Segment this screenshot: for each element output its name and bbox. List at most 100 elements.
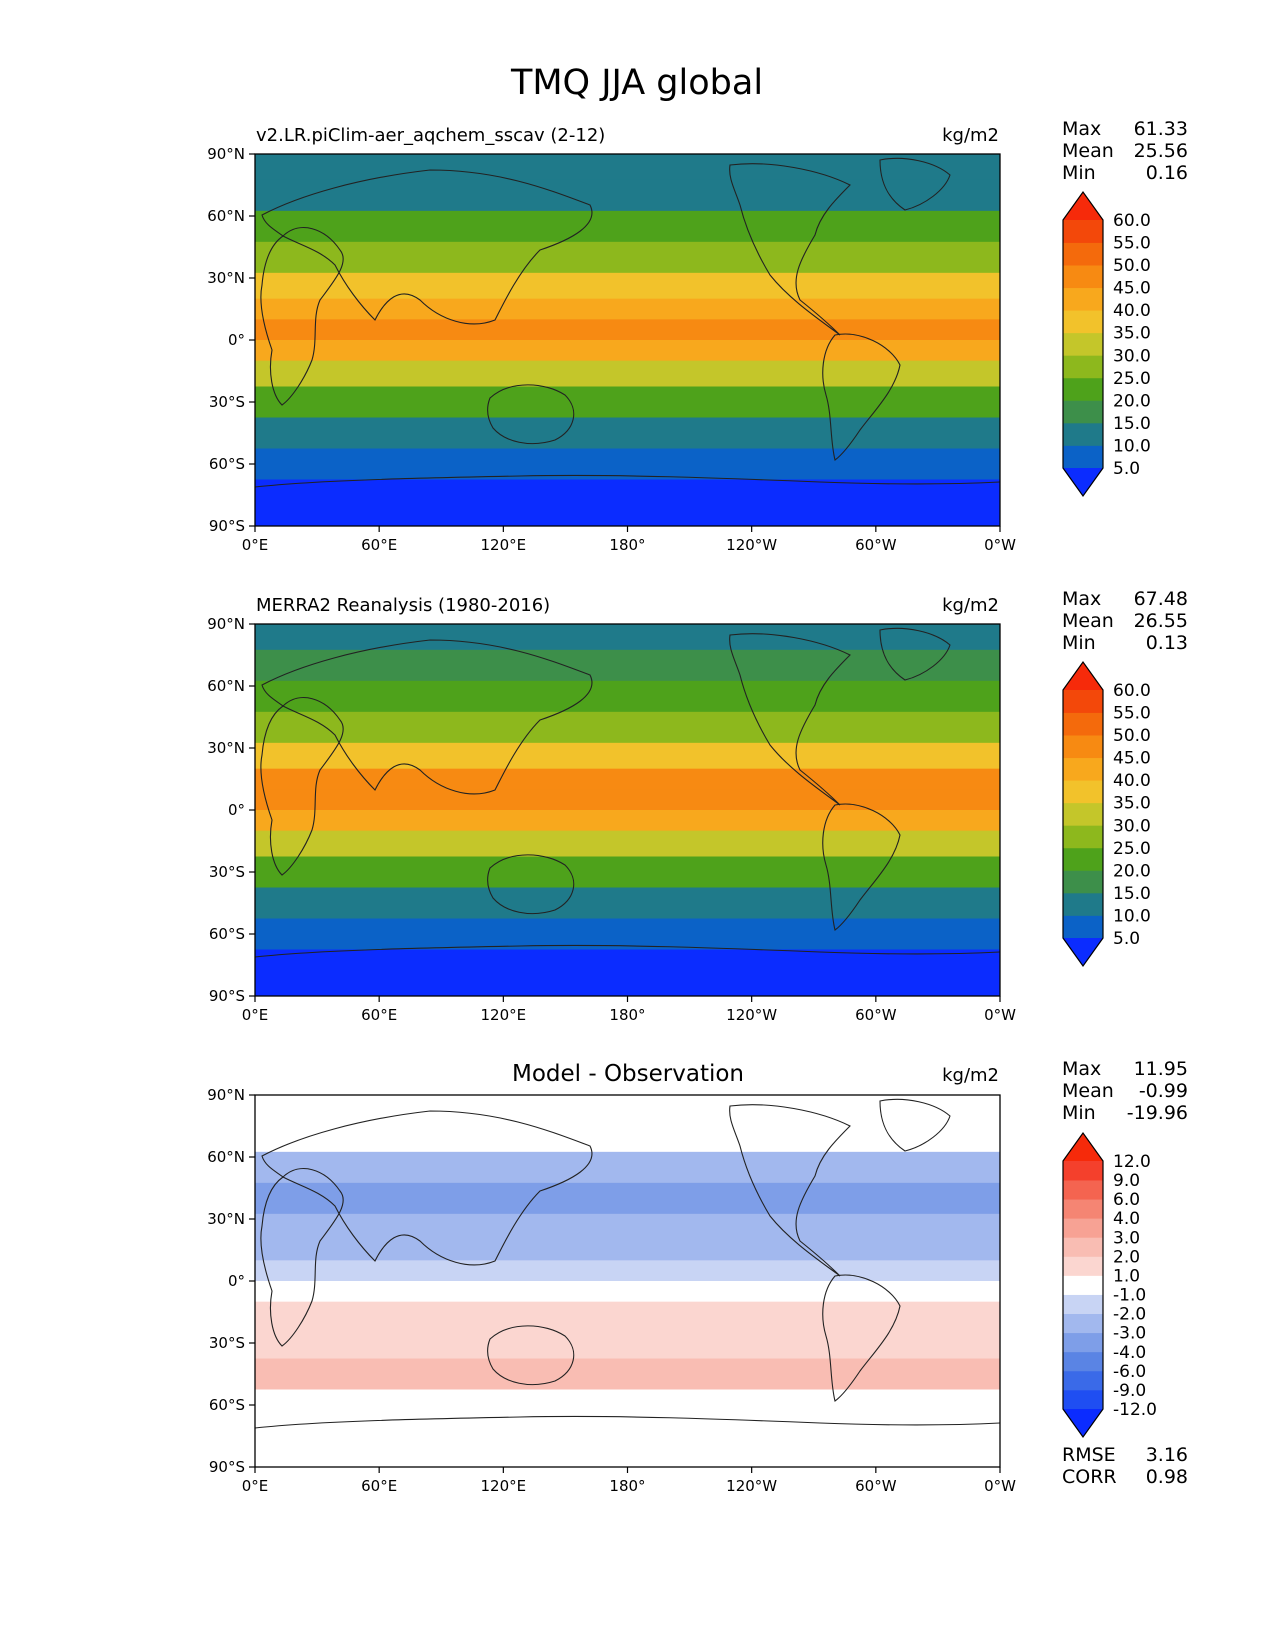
coastline-south-america: [822, 803, 901, 931]
coastlines: [255, 157, 1000, 488]
coastline-north-america: [729, 633, 851, 806]
y-tick-label: 30°N: [207, 269, 245, 287]
colorbar-segment: [1063, 332, 1103, 356]
coastline-north-america: [729, 163, 851, 336]
colorbar-extend-max: [1063, 1133, 1103, 1161]
y-tick-label: 60°N: [207, 1148, 245, 1166]
y-tick-label: 0°: [228, 801, 245, 819]
colorbar-label: 40.0: [1113, 301, 1151, 321]
colorbar-outline: [1062, 660, 1104, 968]
zonal-band: [255, 949, 1000, 996]
zonal-band: [255, 417, 1000, 449]
panel-units: kg/m2: [942, 125, 999, 146]
colorbar-segment: [1063, 355, 1103, 379]
coastline-africa: [260, 1168, 344, 1347]
zonal-band: [255, 810, 1000, 832]
stat-value: 0.16: [1146, 162, 1188, 184]
coastline-antarctica: [255, 944, 1000, 958]
zonal-band: [255, 830, 1000, 857]
stat-label: Max: [1062, 588, 1101, 610]
zonal-band: [255, 241, 1000, 274]
colorbar-label: 40.0: [1113, 771, 1151, 791]
x-tick-label: 180°: [609, 536, 645, 554]
colorbar-label: 12.0: [1113, 1152, 1151, 1172]
stats-block: Max 11.95 Mean -0.99 Min -19.96 RMSE 3.1…: [1062, 1058, 1188, 1488]
x-axis: 0°E 60°E 120°E 180° 120°W 60°W 0°W: [242, 1467, 1016, 1495]
colorbar-label: 10.0: [1113, 906, 1151, 926]
y-tick-label: 90°N: [207, 615, 245, 633]
colorbar-segment: [1063, 870, 1103, 894]
x-tick-label: 120°W: [726, 1006, 777, 1024]
stat-value: 0.98: [1146, 1466, 1188, 1488]
colorbar-label: -4.0: [1113, 1343, 1146, 1363]
x-tick-label: 60°W: [855, 1006, 897, 1024]
coastline-africa: [260, 697, 344, 876]
zonal-band: [255, 319, 1000, 341]
x-tick-label: 0°W: [984, 1477, 1016, 1495]
coastline-greenland: [879, 157, 951, 211]
zonal-band: [255, 887, 1000, 919]
x-tick-label: 180°: [609, 1006, 645, 1024]
colorbar-label: -1.0: [1113, 1286, 1146, 1306]
colorbar-segment: [1063, 1370, 1103, 1391]
colorbar-segment: [1063, 825, 1103, 849]
y-tick-label: 30°S: [209, 393, 245, 411]
stat-value: 11.95: [1134, 1058, 1188, 1080]
colorbar-segment: [1063, 1313, 1103, 1334]
colorbar-label: -12.0: [1113, 1400, 1157, 1420]
colorbar-segment: [1063, 915, 1103, 939]
colorbar-outline: [1062, 190, 1104, 498]
colorbar-label: 2.0: [1113, 1247, 1140, 1267]
zonal-band: [255, 680, 1000, 713]
zonal-band: [255, 856, 1000, 888]
zonal-band: [255, 1281, 1000, 1303]
colorbar-label: 5.0: [1113, 459, 1140, 479]
colorbar-outline: [1062, 1131, 1104, 1439]
colorbar-label: 45.0: [1113, 279, 1151, 299]
colorbar-segment: [1063, 712, 1103, 736]
y-axis: 90°N 60°N 30°N 0° 30°S 60°S 90°S: [207, 1086, 255, 1476]
panel-units: kg/m2: [942, 1065, 999, 1086]
colorbar-label: -6.0: [1113, 1362, 1146, 1382]
zonal-band: [255, 1213, 1000, 1241]
figure-title: TMQ JJA global: [510, 63, 763, 103]
colorbar-segment: [1063, 310, 1103, 334]
colorbar-label: 30.0: [1113, 816, 1151, 836]
x-tick-label: 0°E: [242, 1006, 269, 1024]
colorbar-label: 55.0: [1113, 704, 1151, 724]
colorbar-label: 60.0: [1113, 211, 1151, 231]
colorbar-label: -2.0: [1113, 1305, 1146, 1325]
x-tick-label: 0°E: [242, 1477, 269, 1495]
y-tick-label: 30°N: [207, 1210, 245, 1228]
stat-value: 25.56: [1134, 140, 1188, 162]
stat-value: 61.33: [1134, 118, 1188, 140]
coastline-antarctica: [255, 474, 1000, 488]
colorbar-label: -3.0: [1113, 1324, 1146, 1344]
coastline-australia: [487, 384, 575, 445]
zonal-band: [255, 1389, 1000, 1421]
y-tick-label: 60°S: [209, 1396, 245, 1414]
stat-value: 3.16: [1146, 1444, 1188, 1466]
zonal-band: [255, 386, 1000, 418]
zonal-band: [255, 1420, 1000, 1467]
coastline-north-america: [729, 1104, 851, 1277]
colorbar-segment: [1063, 780, 1103, 804]
stat-label: RMSE: [1062, 1444, 1116, 1466]
x-tick-label: 0°W: [984, 1006, 1016, 1024]
colorbar-segment: [1063, 892, 1103, 916]
zonal-band: [255, 711, 1000, 744]
colorbar-label: 10.0: [1113, 436, 1151, 456]
x-tick-label: 60°E: [361, 1006, 397, 1024]
stat-value: 0.13: [1146, 632, 1188, 654]
colorbar-segment: [1063, 1237, 1103, 1257]
stats-block: Max 67.48 Mean 26.55 Min 0.13: [1062, 588, 1188, 654]
colorbar-extend-max: [1063, 662, 1103, 690]
colorbar-label: 25.0: [1113, 369, 1151, 389]
zonal-band: [255, 624, 1000, 651]
stat-label: Max: [1062, 1058, 1101, 1080]
stat-value: 26.55: [1134, 610, 1188, 632]
coastline-australia: [487, 1325, 575, 1386]
zonal-band: [255, 272, 1000, 300]
y-tick-label: 0°: [228, 331, 245, 349]
